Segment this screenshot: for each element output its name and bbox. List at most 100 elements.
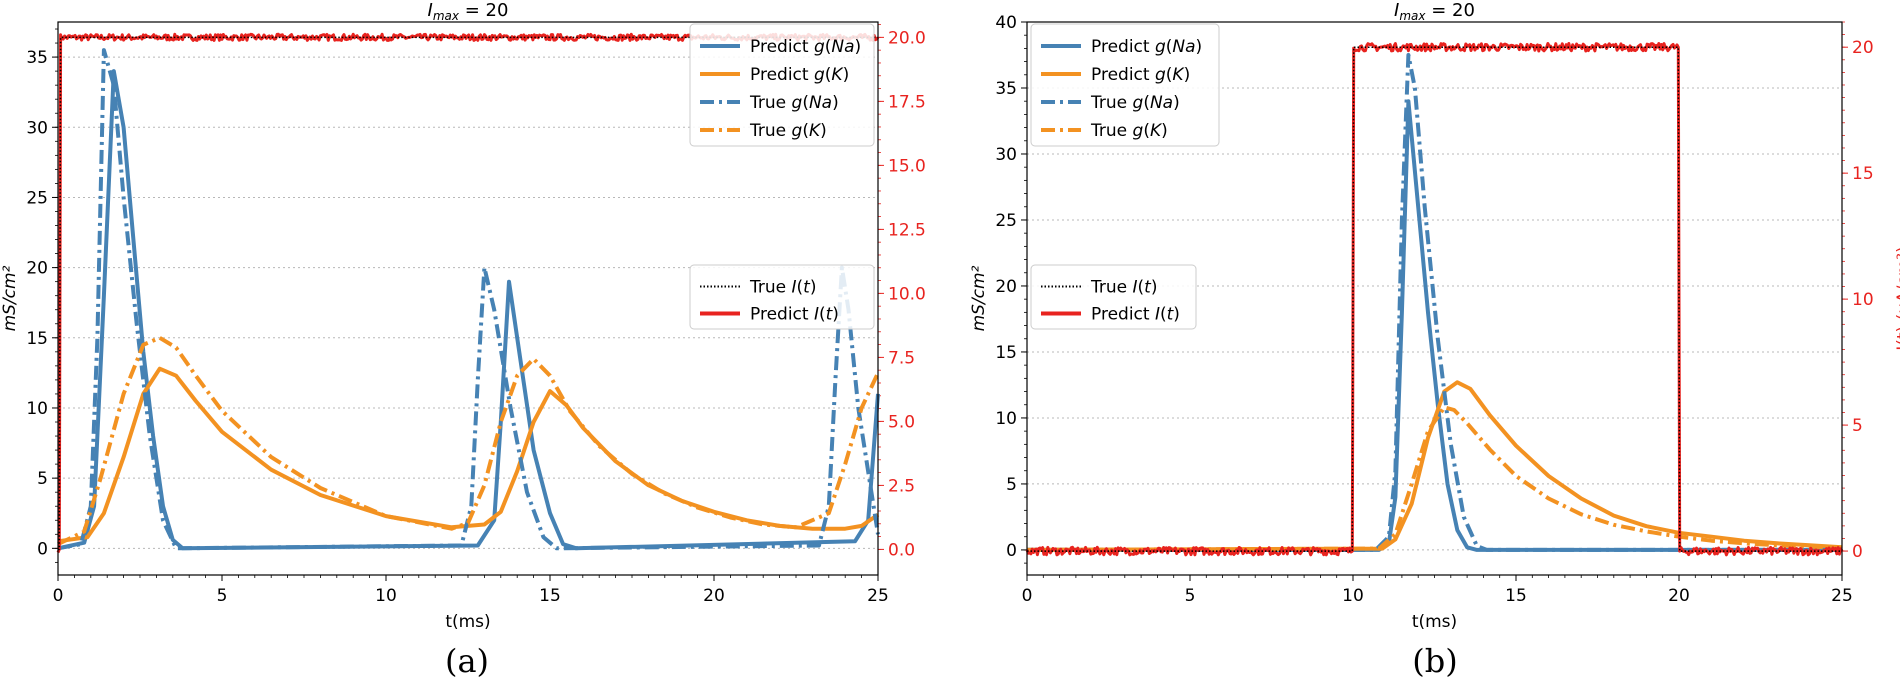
y2-axis-label: I(t) (μA/cm²) — [1894, 246, 1900, 351]
title-base: I — [1394, 0, 1399, 21]
title-rest: = 20 — [1426, 0, 1475, 21]
legend-frame — [1030, 23, 1220, 147]
legend-frame — [689, 23, 875, 147]
legend-current: True I(t) Predict I(t) — [689, 264, 875, 330]
legend-prefix: True — [1090, 278, 1133, 298]
legend-label: Predict I(t) — [1091, 305, 1180, 325]
x-tick-label: 20 — [703, 586, 725, 606]
y2-tick-label: 7.5 — [888, 348, 915, 368]
legend-label: True I(t) — [1090, 278, 1157, 298]
legend-paren: ( — [1143, 121, 1150, 141]
legend-paren: ) — [1151, 278, 1158, 298]
y-axis-label: mS/cm² — [0, 265, 20, 331]
chart-panel-b: Imax = 20 0 5 10 15 20 25 30 35 40 0 5 10 15 20 0 5 10 15 2… — [969, 0, 1900, 680]
legend-prefix: True — [749, 121, 792, 141]
y2-tick-label: 5.0 — [888, 412, 915, 432]
y-tick-label: 20 — [995, 277, 1017, 297]
legend-prefix: True — [1090, 121, 1133, 141]
title-base: I — [428, 0, 433, 21]
y-tick-label: 30 — [995, 145, 1017, 165]
y-tick-label: 5 — [1006, 475, 1017, 495]
chart-title: Imax = 20 — [428, 0, 509, 23]
axes-frame — [1026, 21, 1843, 576]
y2-tick-label: 20.0 — [888, 28, 926, 48]
legend-paren: ) — [855, 37, 862, 57]
y2-tick-label: 10.0 — [888, 284, 926, 304]
legend-arg: Na — [1150, 93, 1173, 113]
legend-label: True I(t) — [749, 278, 816, 298]
legend-arg: Na — [1172, 37, 1195, 57]
y2-tick-label: 10 — [1852, 290, 1874, 310]
figure-caption: (a) — [445, 642, 489, 680]
legend-paren: ( — [802, 121, 809, 141]
legend-paren: ( — [1160, 305, 1167, 325]
legend-paren: ) — [1196, 37, 1203, 57]
y-tick-label: 20 — [26, 259, 48, 279]
legend-prefix: Predict — [1091, 305, 1155, 325]
legend-symbol: I — [1155, 305, 1160, 325]
legend-paren: ( — [1138, 278, 1145, 298]
y-tick-label: 15 — [26, 329, 48, 349]
series-line-true-g-k- — [1026, 405, 1843, 552]
legend-arg: t — [826, 305, 834, 325]
legend-symbol: I — [814, 305, 819, 325]
series-line-true-i-t- — [58, 36, 878, 551]
series-line-predict-g-k- — [1026, 380, 1843, 552]
x-tick-label: 25 — [1831, 586, 1853, 606]
legend-arg: K — [1150, 121, 1163, 141]
x-axis-label: t(ms) — [1412, 612, 1457, 632]
title-sub: max — [1399, 9, 1426, 23]
legend-prefix: Predict — [750, 305, 814, 325]
legend-paren: ) — [1161, 121, 1168, 141]
y2-tick-label: 20 — [1852, 38, 1874, 58]
y-tick-label: 30 — [26, 118, 48, 138]
legend-paren: ) — [1173, 305, 1180, 325]
legend-prefix: Predict — [750, 65, 814, 85]
x-tick-label: 20 — [1668, 586, 1690, 606]
legend-label: Predict I(t) — [750, 305, 839, 325]
legend-prefix: True — [749, 93, 792, 113]
legend-symbol: g — [814, 37, 825, 57]
x-tick-label: 10 — [1342, 586, 1364, 606]
x-tick-label: 5 — [217, 586, 228, 606]
legend-paren: ( — [1166, 37, 1173, 57]
legend-conductance: Predict g(Na)Predict g(K)True g(Na)True … — [1030, 23, 1220, 147]
x-tick-label: 5 — [1185, 586, 1196, 606]
legend-label: True g(Na) — [1090, 93, 1180, 113]
title-sub: max — [433, 9, 460, 23]
x-tick-label: 10 — [375, 586, 397, 606]
legend-arg: Na — [809, 93, 832, 113]
legend-paren: ( — [825, 37, 832, 57]
legend-arg: Na — [831, 37, 854, 57]
y2-tick-label: 0.0 — [888, 540, 915, 560]
legend-arg: t — [803, 278, 811, 298]
legend-prefix: Predict — [750, 37, 814, 57]
y2-tick-label: 15 — [1852, 164, 1874, 184]
legend-paren: ( — [825, 65, 832, 85]
legend-prefix: True — [749, 278, 792, 298]
series-line-predict-g-na- — [1027, 99, 1842, 552]
y-axis-label: mS/cm² — [969, 265, 989, 331]
legend-label: True g(K) — [749, 121, 827, 141]
legend-paren: ) — [820, 121, 827, 141]
legend-paren: ) — [1184, 65, 1191, 85]
legend-paren: ) — [832, 93, 839, 113]
title-rest: = 20 — [459, 0, 508, 21]
legend-paren: ( — [797, 278, 804, 298]
legend-label: Predict g(Na) — [750, 37, 861, 57]
legend-symbol: g — [792, 121, 803, 141]
legend-symbol: g — [1133, 121, 1144, 141]
y-tick-label: 40 — [995, 13, 1017, 33]
x-tick-label: 15 — [1505, 586, 1527, 606]
legend-paren: ( — [1166, 65, 1173, 85]
legend-prefix: True — [1090, 93, 1133, 113]
legend-arg: K — [809, 121, 822, 141]
legend-arg: K — [1172, 65, 1185, 85]
legend-conductance: Predict g(Na)Predict g(K)True g(Na)True … — [689, 23, 875, 147]
legend-symbol: I — [1133, 278, 1138, 298]
axes-frame — [57, 21, 879, 576]
y2-tick-label: 2.5 — [888, 476, 915, 496]
legend-paren: ) — [1173, 93, 1180, 113]
y-tick-label: 25 — [995, 211, 1017, 231]
